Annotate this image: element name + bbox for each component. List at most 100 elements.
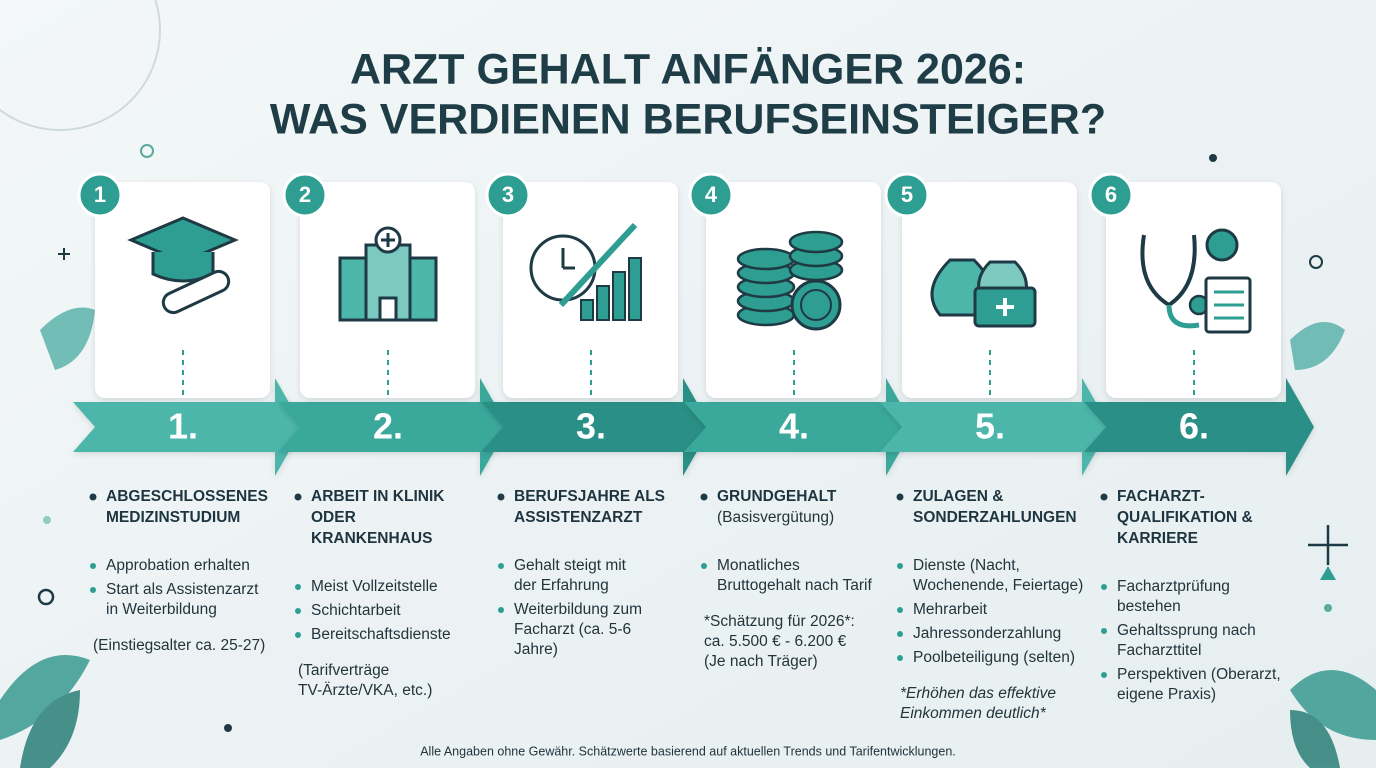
- step-heading: BERUFSJAHRE ALS: [514, 488, 665, 505]
- step-heading: ASSISTENZARZT: [514, 509, 643, 526]
- item-text: Poolbeteiligung (selten): [913, 649, 1075, 666]
- step-heading: ODER: [311, 509, 356, 526]
- step-heading: GRUNDGEHALT: [717, 488, 837, 505]
- item-text: Schichtarbeit: [311, 602, 401, 619]
- item-bullet: [295, 608, 301, 614]
- heading-bullet: [89, 493, 97, 501]
- item-text: Approbation erhalten: [106, 557, 250, 574]
- badge-number: 4: [705, 182, 718, 207]
- badge-number: 3: [502, 182, 514, 207]
- note-text: *Erhöhen das effektive: [900, 685, 1056, 702]
- step-heading: KARRIERE: [1117, 530, 1198, 547]
- item-text: Dienste (Nacht,: [913, 557, 1020, 574]
- arrow-label: 3.: [576, 406, 606, 447]
- icon: [596, 285, 610, 321]
- badge-number: 2: [299, 182, 311, 207]
- step-heading: ZULAGEN &: [913, 488, 1003, 505]
- step-arrow: [684, 378, 914, 476]
- arrow-label: 5.: [975, 406, 1005, 447]
- item-bullet: [498, 607, 504, 613]
- step-heading: MEDIZINSTUDIUM: [106, 509, 240, 526]
- note-text: (Tarifverträge: [298, 662, 389, 679]
- item-bullet: [90, 563, 96, 569]
- icon: [378, 296, 398, 322]
- step-arrow: [1084, 378, 1314, 476]
- arrow-label: 4.: [779, 406, 809, 447]
- step-arrow: [278, 378, 508, 476]
- badge: [1088, 172, 1134, 218]
- note-text: ca. 5.500 € - 6.200 €: [704, 633, 847, 650]
- item-bullet: [897, 631, 903, 637]
- arrow-label: 6.: [1179, 406, 1209, 447]
- decor-dots: [37, 144, 1348, 732]
- item-bullet: [1101, 672, 1107, 678]
- note-text: Einkommen deutlich*: [900, 705, 1047, 722]
- item-text: Facharztprüfung: [1117, 578, 1230, 595]
- step-arrow: [481, 378, 711, 476]
- decor-circle: [0, 0, 161, 131]
- icon: [1205, 228, 1239, 262]
- icon: [628, 257, 642, 321]
- icon: [161, 269, 231, 315]
- item-text: Bereitschaftsdienste: [311, 626, 451, 643]
- item-bullet: [295, 584, 301, 590]
- step-heading: ARBEIT IN KLINIK: [311, 488, 445, 505]
- step-arrow: [73, 378, 303, 476]
- item-text: Facharzttitel: [1117, 642, 1201, 659]
- item-text: Start als Assistenzarzt: [106, 581, 259, 598]
- item-bullet: [498, 563, 504, 569]
- step-heading: ABGESCHLOSSENES: [106, 488, 268, 505]
- icon: [1166, 304, 1200, 329]
- card: [503, 182, 678, 398]
- step: 5 ZULAGEN & SONDERZAHLUNGEN Dienste (Nacht,…: [884, 172, 1083, 722]
- icon: [612, 271, 626, 321]
- item-bullet: [897, 607, 903, 613]
- item-text: Perspektiven (Oberarzt,: [1117, 666, 1281, 683]
- item-text: Jahre): [514, 641, 558, 658]
- icon: [580, 299, 594, 321]
- badge: [884, 172, 930, 218]
- item-text: bestehen: [1117, 598, 1181, 615]
- step-heading: QUALIFIKATION &: [1117, 509, 1253, 526]
- title-line: WAS VERDIENEN BERUFSEINSTEIGER?: [270, 95, 1106, 143]
- note-text: (Einstiegsalter ca. 25-27): [93, 637, 265, 654]
- item-bullet: [90, 587, 96, 593]
- icon: [558, 222, 638, 308]
- icon: [790, 279, 842, 331]
- item-text: Facharzt (ca. 5-6: [514, 621, 631, 638]
- icon: [381, 233, 395, 247]
- title-line: ARZT GEHALT ANFÄNGER 2026:: [350, 45, 1026, 93]
- item-text: Bruttogehalt nach Tarif: [717, 577, 873, 594]
- note-text: (Je nach Träger): [704, 653, 818, 670]
- item-bullet: [1101, 584, 1107, 590]
- note-text: *Schätzung für 2026*:: [704, 613, 855, 630]
- heading-bullet: [294, 493, 302, 501]
- item-text: Meist Vollzeitstelle: [311, 578, 438, 595]
- step-heading: FACHARZT-: [1117, 488, 1205, 505]
- step-arrow: [880, 378, 1110, 476]
- step: 1 ABGESCHLOSSENES MEDIZINSTUDIUM Approbatio…: [77, 172, 270, 654]
- item-text: in Weiterbildung: [106, 601, 217, 618]
- arrow-label: 2.: [373, 406, 403, 447]
- step: 6 FACHARZT- QUALIFIKATION & KARRIERE Facharz…: [1088, 172, 1281, 703]
- item-text: Gehaltssprung nach: [1117, 622, 1256, 639]
- item-text: eigene Praxis): [1117, 686, 1216, 703]
- icon: [800, 289, 832, 321]
- item-text: Wochenende, Feiertage): [913, 577, 1083, 594]
- item-text: Weiterbildung zum: [514, 601, 642, 618]
- item-text: der Erfahrung: [514, 577, 609, 594]
- item-bullet: [1101, 628, 1107, 634]
- item-text: Jahressonderzahlung: [913, 625, 1061, 642]
- step: 2 ARBEIT IN KLINIK ODER KRANKENHAUS Meist Vo…: [282, 172, 475, 699]
- note-text: TV-Ärzte/VKA, etc.): [298, 682, 432, 699]
- step-heading: KRANKENHAUS: [311, 530, 432, 547]
- card: [1106, 182, 1281, 398]
- badge-number: 1: [94, 182, 106, 207]
- icon: [788, 230, 844, 254]
- heading-bullet: [497, 493, 505, 501]
- icon: [736, 247, 796, 271]
- step-heading: SONDERZAHLUNGEN: [913, 509, 1077, 526]
- decor-leaves: [0, 307, 1376, 768]
- content: ARZT GEHALT ANFÄNGER 2026:WAS VERDIENEN …: [73, 45, 1314, 758]
